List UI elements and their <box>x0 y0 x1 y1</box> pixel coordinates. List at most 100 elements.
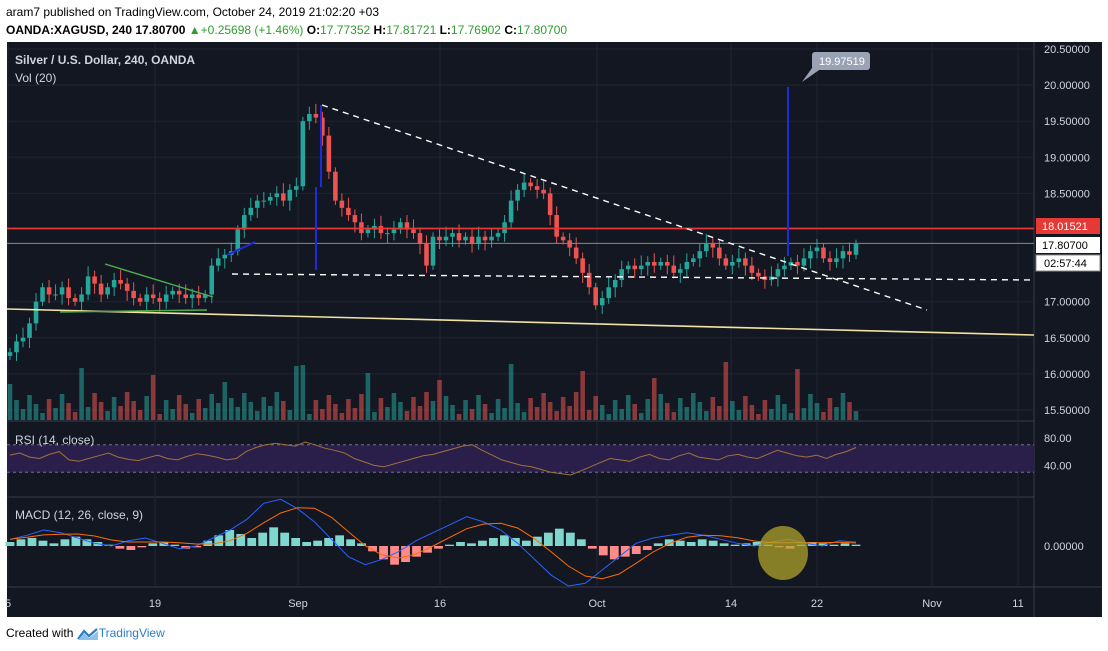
macd-histogram-bar <box>818 543 828 546</box>
macd-histogram-bar <box>390 546 399 565</box>
candle-body <box>430 236 436 266</box>
volume-bar <box>743 396 748 420</box>
green-wedge-bottom <box>59 309 208 313</box>
candle-body <box>853 243 859 255</box>
volume-bar <box>710 397 716 420</box>
volume-bar <box>320 409 325 420</box>
volume-bar <box>14 400 19 420</box>
volume-bar <box>202 408 208 420</box>
volume-bar <box>294 366 299 420</box>
volume-bar <box>79 368 84 420</box>
volume-bar <box>176 395 182 420</box>
macd-histogram-bar <box>412 546 421 557</box>
countdown-text: 02:57:44 <box>1044 258 1087 270</box>
candle-body <box>632 265 638 270</box>
price-chart[interactable]: 20.50000 20.00000 19.50000 19.00000 18.50000… <box>0 42 1108 617</box>
volume-bar <box>352 408 358 420</box>
candle-body <box>580 258 585 273</box>
candle-body <box>170 290 175 295</box>
candle-body <box>534 186 540 190</box>
price-tick-label: 17.00000 <box>1044 297 1090 309</box>
candle-body <box>352 215 358 223</box>
candle-body <box>801 258 807 266</box>
candle-body <box>40 287 45 302</box>
volume-bar <box>66 403 71 420</box>
candle-body <box>53 294 58 296</box>
resistance-price-tag <box>1036 218 1100 234</box>
volume-bar <box>46 399 52 420</box>
macd-histogram-bar <box>401 546 410 562</box>
volume-bar <box>495 399 501 420</box>
candle-body <box>111 280 117 288</box>
candle-body <box>814 247 820 252</box>
volume-bar <box>72 412 78 420</box>
volume-bar <box>625 395 631 420</box>
macd-histogram-bar <box>379 546 388 560</box>
candle-body <box>79 294 84 302</box>
macd-histogram-bar <box>686 542 696 546</box>
volume-bar <box>619 409 625 420</box>
macd-histogram-bar <box>126 546 136 550</box>
volume-bar <box>697 402 703 420</box>
candle-body <box>625 265 631 270</box>
macd-histogram-bar <box>368 546 377 552</box>
candle-body <box>176 290 182 295</box>
volume-bar <box>7 384 13 420</box>
candle-body <box>385 233 390 235</box>
macd-histogram-bar <box>752 542 762 546</box>
volume-bar <box>287 410 293 420</box>
macd-histogram-bar <box>137 546 147 548</box>
candle-body <box>619 269 625 281</box>
open-label: O: <box>306 23 321 37</box>
candle-body <box>782 265 787 270</box>
macd-histogram-bar <box>445 544 454 546</box>
volume-bar <box>268 406 273 420</box>
candle-body <box>92 276 97 284</box>
macd-histogram-bar <box>521 540 531 546</box>
macd-histogram-bar <box>609 546 619 560</box>
symbol-quote-line: OANDA:XAGUSD, 240 17.80700 ▲+0.25698 (+1… <box>6 23 567 37</box>
candle-body <box>313 113 319 118</box>
candle-body <box>163 294 169 302</box>
volume-bar <box>424 392 429 420</box>
candle-body <box>378 225 384 234</box>
volume-bar <box>645 399 651 420</box>
volume-bar <box>261 397 267 420</box>
candle-body <box>554 215 559 237</box>
candle-body <box>307 113 312 122</box>
price-tick-label: 16.50000 <box>1044 333 1090 345</box>
last-price-tag-text: 17.80700 <box>1042 240 1088 252</box>
candle-body <box>144 294 149 302</box>
macd-histogram-bar <box>60 539 70 546</box>
macd-histogram-bar <box>357 543 366 546</box>
macd-histogram-bar <box>719 543 729 546</box>
candle-body <box>573 247 579 259</box>
time-tick-label: 22 <box>811 598 823 610</box>
volume-bar <box>346 399 351 420</box>
volume-bar <box>489 413 494 420</box>
volume-bar <box>150 375 156 420</box>
candle-body <box>482 236 488 241</box>
macd-histogram-bar <box>27 538 37 546</box>
candle-body <box>658 261 664 266</box>
volume-bar <box>827 398 833 420</box>
volume-bar <box>326 395 332 420</box>
volume-bar <box>593 396 598 420</box>
macd-histogram-bar <box>697 539 707 546</box>
tradingview-link[interactable]: TradingView <box>98 626 165 640</box>
time-axis <box>7 587 1102 617</box>
macd-histogram-bar <box>214 535 224 546</box>
candle-body <box>424 243 429 266</box>
volume-bar <box>814 403 820 420</box>
volume-bar <box>40 413 45 420</box>
candle-body <box>150 294 156 299</box>
candle-body <box>320 117 325 136</box>
volume-bar <box>307 414 312 420</box>
candle-body <box>215 258 221 266</box>
volume-bar <box>723 362 729 420</box>
volume-bar <box>404 411 410 420</box>
macd-histogram-bar <box>653 543 663 546</box>
change-up-icon: ▲ <box>188 23 201 37</box>
candle-body <box>339 200 345 208</box>
candle-body <box>118 280 123 284</box>
